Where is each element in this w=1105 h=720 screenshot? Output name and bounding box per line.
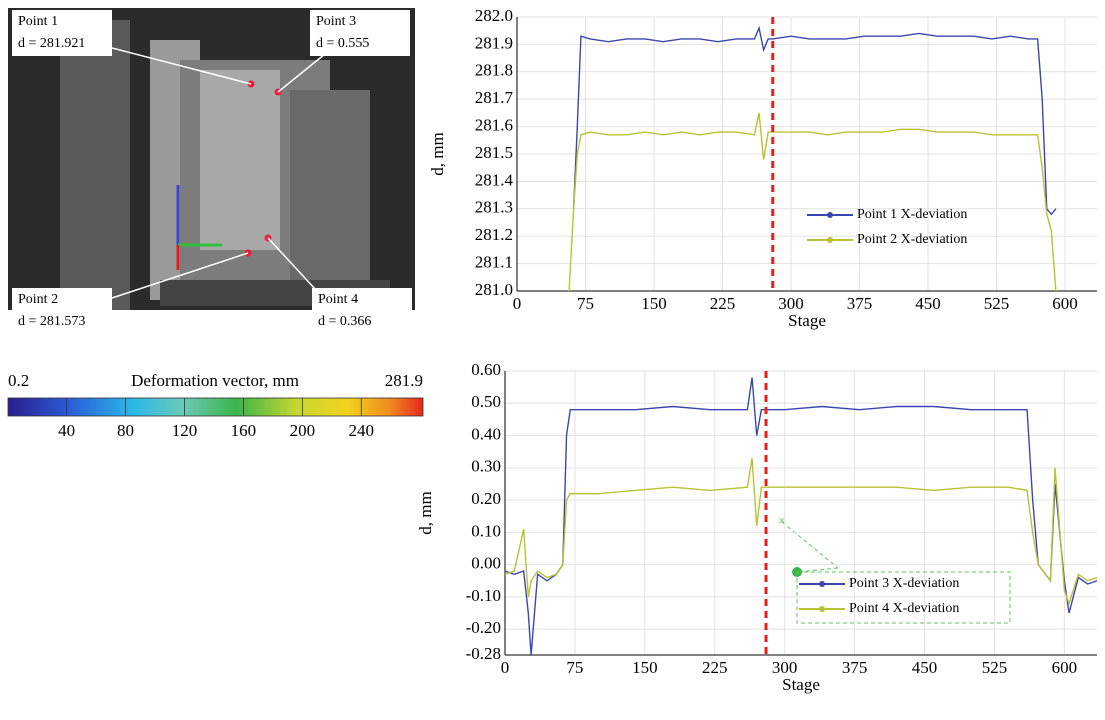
chart: 0.60 0.50 0.40 0.30 0.20 0.10 0.00 -0.10 -0.20 -0… [416,360,1098,694]
legend-label: Point 3 X-deviation [849,576,959,591]
point-value: d = 0.366 [318,314,371,329]
x-tick-label: 525 [984,294,1010,313]
series-line [504,458,1098,606]
x-tick-label: 225 [702,658,728,677]
x-axis-label: Stage [788,311,826,330]
legend-marker [827,212,833,218]
y-tick-label: 281.1 [475,253,513,272]
colorbar: Deformation vector, mm [7,371,424,417]
point-label: Point 1 [18,14,58,29]
legend-box [796,571,1011,624]
chart-annotation: × [778,514,839,577]
y-tick-label: 0.40 [471,424,501,443]
point-label: Point 4 [318,292,358,307]
x-tick-label: 525 [982,658,1008,677]
colorbar-title: Deformation vector, mm [131,371,299,390]
x-tick-label: 600 [1052,294,1078,313]
y-tick-label: -0.20 [466,618,501,637]
legend-label: Point 4 X-deviation [849,601,959,616]
y-tick-label: 281.3 [475,198,513,217]
y-tick-label: 281.7 [475,88,514,107]
svg-text:×: × [778,514,786,529]
series-line [572,25,1057,216]
y-tick-label: 281.2 [475,225,513,244]
y-axis-label: d, mm [428,132,447,175]
y-tick-label: 0.30 [471,457,501,476]
y-tick-label: 281.6 [475,116,513,135]
colorbar-tick-label: 240 [349,421,375,440]
y-tick-label: 282.0 [475,6,513,25]
y-tick-label: 281.0 [475,280,513,299]
x-tick-label: 300 [772,658,798,677]
legend-marker [819,581,825,587]
colorbar-tick-label: 80 [117,421,134,440]
series-line [504,377,1098,656]
x-tick-label: 150 [641,294,667,313]
legend-marker [819,606,825,612]
y-tick-label: 281.4 [475,170,514,189]
y-tick-label: 281.9 [475,33,513,52]
legend-label: Point 2 X-deviation [857,232,967,247]
x-tick-label: 150 [632,658,658,677]
x-tick-label: 75 [566,658,583,677]
x-tick-label: 375 [842,658,868,677]
series-line [568,112,1057,292]
point-label: Point 2 [18,292,58,307]
x-tick-label: 75 [577,294,594,313]
point-label: Point 3 [316,14,356,29]
y-tick-label: 281.8 [475,61,513,80]
colorbar-tick-label: 40 [58,421,75,440]
y-tick-label: 0.10 [471,521,501,540]
colorbar-max: 281.9 [385,371,423,390]
chart: 281.0 281.1 281.2 281.3 281.4 281.5 281.6 281.7… [428,6,1097,330]
x-tick-label: 450 [915,294,941,313]
y-tick-label: 0.60 [471,360,501,379]
y-tick-label: -0.28 [466,644,501,663]
photo: Point 1 d = 281.921 Point 3 d = 0.555 Po… [8,8,415,334]
y-tick-label: 281.5 [475,143,513,162]
legend-marker [827,237,833,243]
legend-label: Point 1 X-deviation [857,207,967,222]
y-tick-label: 0.00 [471,554,501,573]
colorbar-tick-label: 160 [231,421,257,440]
y-tick-label: 0.50 [471,392,501,411]
x-tick-label: 0 [501,658,510,677]
colorbar-min: 0.2 [8,371,29,390]
x-tick-label: 225 [710,294,736,313]
y-axis-label: d, mm [416,491,435,534]
x-tick-label: 375 [847,294,873,313]
point-value: d = 281.573 [18,314,85,329]
point-value: d = 281.921 [18,36,85,51]
x-tick-label: 300 [778,294,804,313]
x-axis-label: Stage [782,675,820,694]
y-tick-label: -0.10 [466,586,501,605]
x-tick-label: 600 [1052,658,1078,677]
colorbar-tick-label: 120 [172,421,198,440]
point-value: d = 0.555 [316,36,369,51]
colorbar-tick-label: 200 [290,421,316,440]
x-tick-label: 0 [513,294,522,313]
x-tick-label: 450 [912,658,938,677]
y-tick-label: 0.20 [471,489,501,508]
